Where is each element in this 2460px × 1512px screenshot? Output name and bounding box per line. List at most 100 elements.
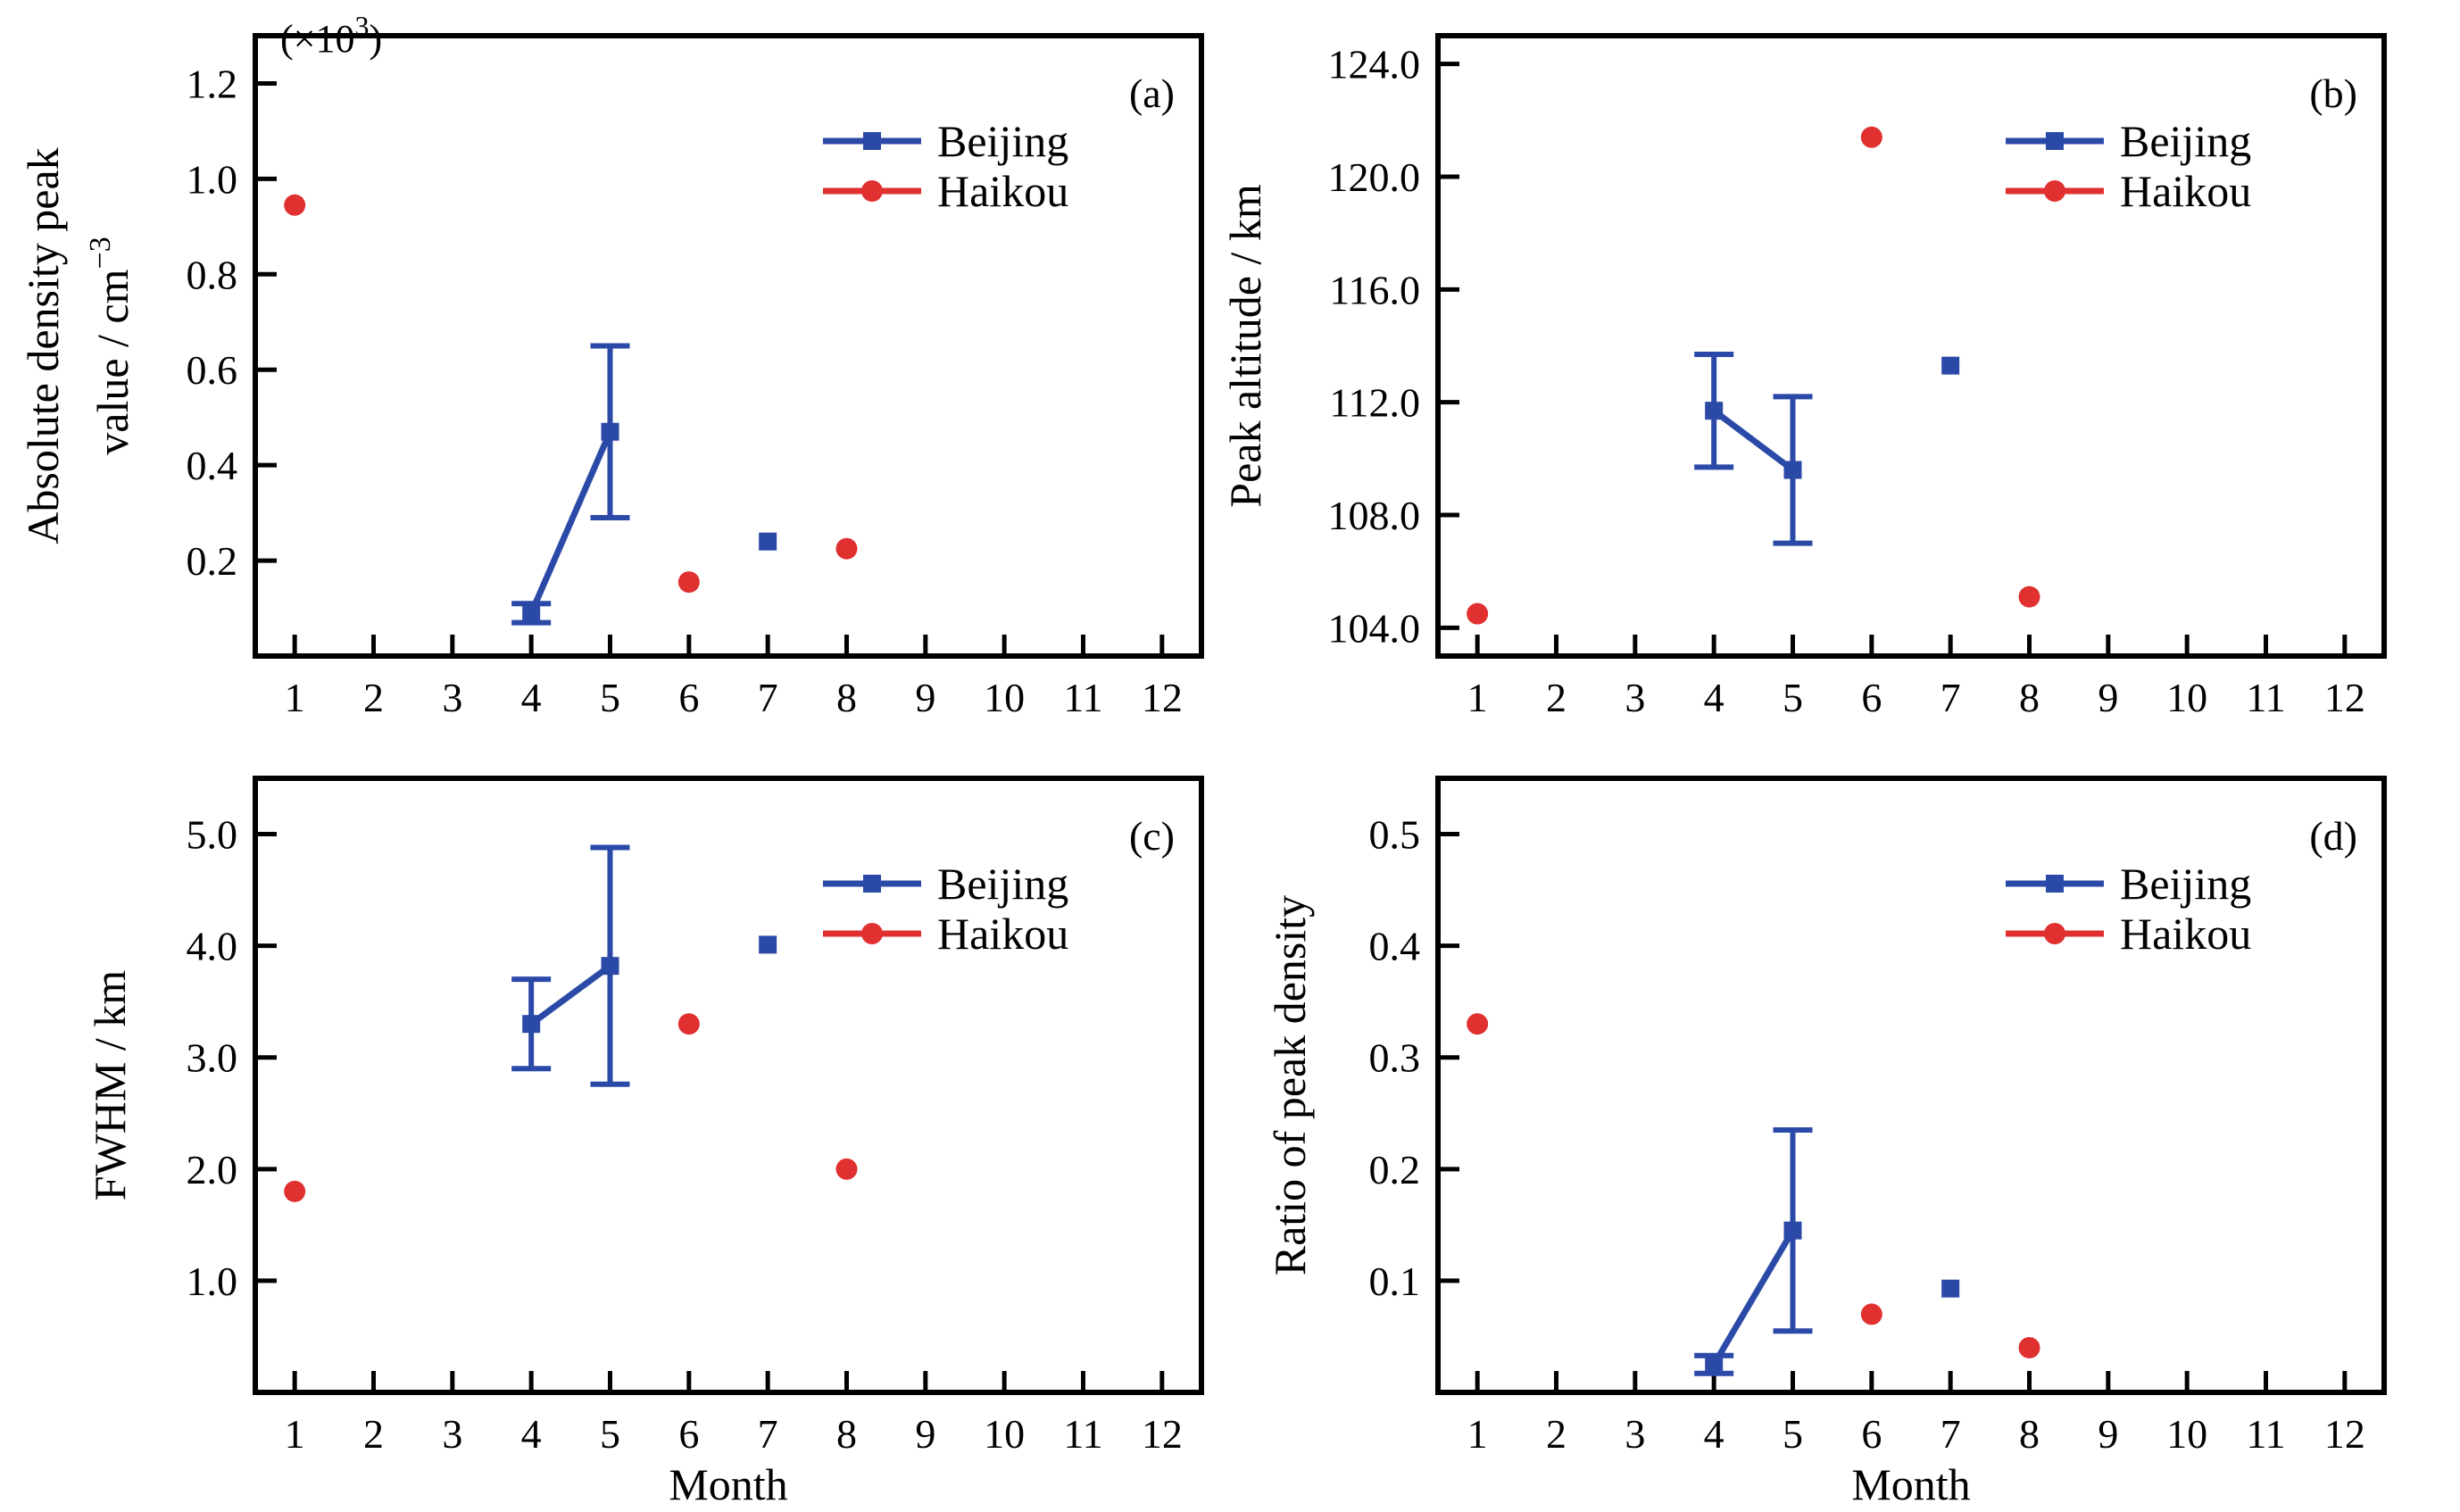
x-tick-label: 6 — [1861, 1411, 1882, 1457]
series-beijing — [1694, 1127, 1960, 1376]
x-tick-label: 11 — [2246, 1411, 2285, 1457]
data-point — [1860, 1303, 1882, 1325]
x-tick-label: 3 — [442, 675, 462, 720]
y-tick-label: 108.0 — [1328, 493, 1421, 538]
panel-tag: (c) — [1129, 813, 1175, 859]
legend-item-haikou: Haikou — [823, 166, 1068, 216]
legend-item-haikou: Haikou — [2006, 166, 2251, 216]
legend-marker — [2044, 180, 2065, 202]
y-tick-label: 0.1 — [1369, 1259, 1421, 1304]
y-tick-label: 0.4 — [1369, 924, 1421, 969]
x-tick-label: 8 — [2019, 675, 2040, 720]
data-point — [284, 1180, 306, 1202]
data-point — [759, 532, 777, 551]
x-tick-label: 6 — [678, 675, 699, 720]
y-tick-label: 0.8 — [187, 252, 238, 297]
series-line — [1711, 1228, 1796, 1367]
x-tick-label: 10 — [984, 675, 1025, 720]
data-point — [677, 571, 700, 594]
x-tick-label: 1 — [1467, 1411, 1488, 1457]
y-tick-label: 0.4 — [187, 443, 238, 488]
x-tick-label: 5 — [1783, 1411, 1803, 1457]
legend-item-beijing: Beijing — [823, 859, 1068, 909]
legend-marker — [863, 132, 881, 150]
legend-label: Beijing — [937, 859, 1068, 909]
data-point — [284, 194, 306, 216]
series-beijing — [1694, 351, 1960, 546]
x-tick-label: 5 — [1783, 675, 1803, 720]
legend-item-haikou: Haikou — [2006, 909, 2251, 959]
x-tick-label: 10 — [2166, 675, 2207, 720]
x-tick-label: 8 — [2019, 1411, 2040, 1457]
y-tick-label: 104.0 — [1328, 605, 1421, 651]
chart-panel-3: 1 2 3 4 5 6 7 8 9 10 11 121.02.03.04.05.0 (c)FWHM / … — [85, 776, 1204, 1509]
x-tick-label: 2 — [1546, 1411, 1567, 1457]
plot-frame — [1435, 33, 2387, 659]
x-tick-label: 10 — [2166, 1411, 2207, 1457]
data-point — [835, 1158, 858, 1180]
y-tick-label: 0.2 — [187, 538, 238, 584]
data-point — [1783, 461, 1802, 479]
y-tick-label: 1.0 — [187, 1259, 238, 1304]
legend-marker — [2044, 923, 2065, 944]
x-tick-label: 1 — [285, 1411, 305, 1457]
x-tick-label: 1 — [285, 675, 305, 720]
x-tick-label: 11 — [2246, 675, 2285, 720]
x-tick-label: 7 — [758, 1411, 778, 1457]
y-tick-label: 0.2 — [1369, 1147, 1421, 1192]
x-tick-label: 7 — [758, 675, 778, 720]
x-tick-label: 4 — [521, 1411, 542, 1457]
series-haikou — [1467, 126, 2040, 625]
chart-panel-1: 1 2 3 4 5 6 7 8 9 10 11 120.20.40.60.81.01.2(×103)(… — [18, 10, 1204, 720]
plot-frame — [1435, 776, 2387, 1395]
series-haikou — [284, 194, 858, 594]
x-axis-label: Month — [669, 1459, 787, 1509]
y-tick-label: 3.0 — [187, 1035, 238, 1081]
y-tick-label: 0.6 — [187, 347, 238, 393]
data-point — [677, 1013, 700, 1035]
panel-tag: (a) — [1129, 71, 1175, 116]
y-axis-label: Absolute density peak — [18, 147, 68, 544]
x-tick-label: 12 — [2324, 675, 2365, 720]
legend-item-beijing: Beijing — [823, 116, 1068, 166]
x-axis-label: Month — [1851, 1459, 1970, 1509]
x-tick-label: 12 — [2324, 1411, 2365, 1457]
x-tick-label: 10 — [984, 1411, 1025, 1457]
x-tick-label: 11 — [1063, 1411, 1102, 1457]
data-point — [1467, 602, 1489, 625]
x-tick-label: 2 — [1546, 675, 1567, 720]
legend-label: Haikou — [937, 166, 1068, 216]
data-point — [1705, 402, 1724, 420]
x-tick-label: 3 — [1625, 675, 1645, 720]
x-tick-label: 2 — [363, 675, 384, 720]
x-tick-label: 2 — [363, 1411, 384, 1457]
x-tick-label: 4 — [521, 675, 542, 720]
data-point — [1941, 356, 1960, 375]
series-haikou — [1467, 1013, 2040, 1358]
x-tick-label: 9 — [915, 1411, 935, 1457]
x-tick-label: 6 — [678, 1411, 699, 1457]
y-tick-label: 1.0 — [187, 156, 238, 202]
y-axis-label: Peak altitude / km — [1220, 184, 1270, 508]
y-tick-label: 0.5 — [1369, 812, 1421, 858]
data-point — [1783, 1221, 1802, 1240]
legend-item-beijing: Beijing — [2006, 859, 2251, 909]
series-beijing — [511, 844, 777, 1087]
x-tick-label: 6 — [1861, 675, 1882, 720]
data-point — [522, 1015, 541, 1034]
y-tick-label: 120.0 — [1328, 154, 1421, 200]
y-axis-label-line2: value / cm−3 — [84, 237, 137, 454]
y-tick-label: 0.3 — [1369, 1035, 1421, 1081]
data-point — [2018, 586, 2040, 608]
x-tick-label: 5 — [600, 1411, 620, 1457]
data-point — [835, 537, 858, 560]
legend-marker — [2046, 875, 2064, 893]
x-tick-label: 12 — [1142, 675, 1183, 720]
legend-label: Beijing — [2120, 116, 2251, 166]
data-point — [1941, 1279, 1960, 1298]
legend-label: Haikou — [2120, 166, 2251, 216]
y-tick-label: 124.0 — [1328, 42, 1421, 87]
data-point — [522, 603, 541, 622]
